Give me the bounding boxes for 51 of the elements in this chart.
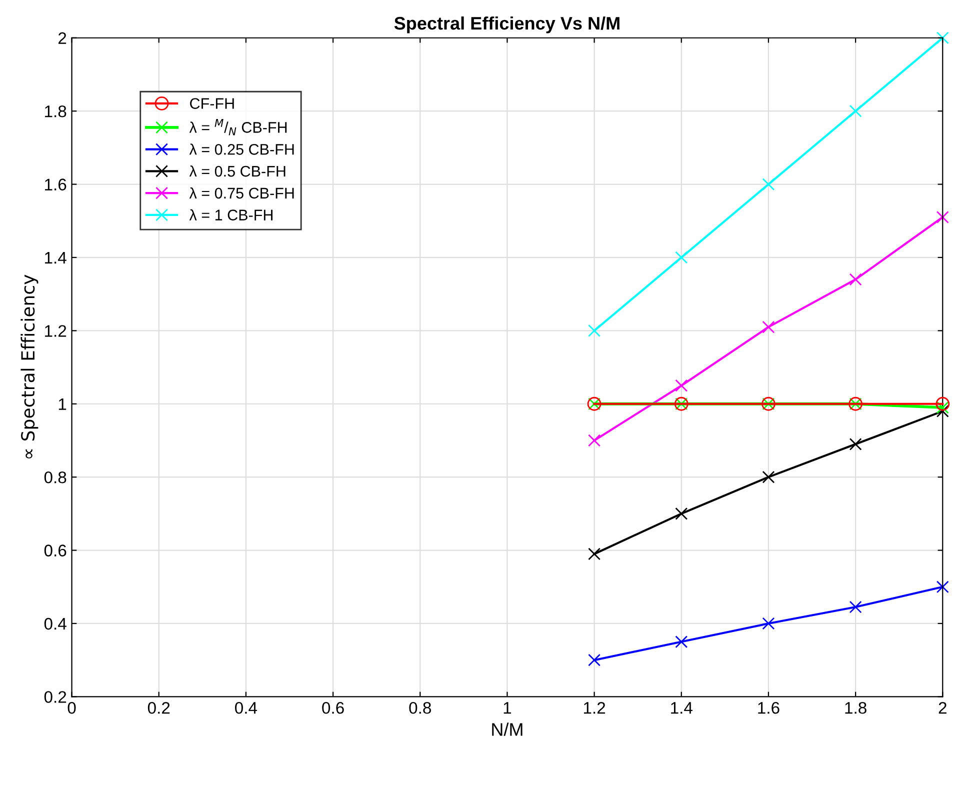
y-tick-label: 1.4	[45, 252, 66, 264]
point	[675, 379, 688, 392]
point	[675, 636, 688, 648]
point	[762, 617, 775, 630]
point	[675, 507, 688, 520]
point	[936, 210, 949, 224]
legend-label: λ = 0.75 CB-FH	[189, 187, 294, 199]
y-tick-label: 1.6	[45, 178, 66, 190]
point	[936, 401, 949, 414]
y-tick-label: 0.4	[44, 618, 66, 630]
point	[849, 104, 862, 118]
y-tick-label: 0.6	[44, 544, 66, 556]
x-tick-label: 0	[68, 702, 76, 714]
point	[762, 470, 775, 484]
x-tick-label: 1.4	[671, 702, 692, 714]
x-tick-label: 0.4	[235, 702, 258, 714]
legend-label: λ = 0.25 CB-FH	[189, 144, 294, 155]
y-tick-label: 2	[58, 32, 66, 44]
x-tick-label: 1	[504, 702, 512, 714]
chart-title: Spectral Efficiency Vs N/M	[394, 16, 620, 34]
y-tick-label: 0.8	[44, 471, 66, 484]
x-tick-label: 0.2	[148, 702, 170, 714]
y-tick-label: 1.2	[45, 325, 66, 337]
point	[588, 324, 601, 337]
x-tick-label: 0.8	[409, 702, 431, 714]
point	[675, 251, 688, 264]
point	[849, 273, 862, 286]
x-axis-title: N/M	[492, 722, 522, 736]
y-tick-label: 0.2	[44, 691, 66, 703]
point	[762, 320, 775, 334]
point	[936, 32, 949, 44]
x-tick-label: 1.2	[584, 702, 606, 714]
point	[588, 548, 601, 560]
point	[849, 438, 862, 450]
legend-label: λ = $^{M}$/$_{N}$ CB-FH	[189, 119, 287, 136]
y-axis-title: ∝ Spectral Efficiency	[20, 274, 38, 458]
x-tick-label: 0.6	[322, 702, 344, 714]
x-tick-label: 1.6	[758, 702, 780, 714]
point	[588, 434, 601, 447]
point	[588, 654, 601, 666]
point	[936, 396, 950, 411]
x-tick-label: 2	[938, 702, 946, 714]
x-tick-label: 1.8	[845, 702, 866, 714]
legend-label: λ = 0.5 CB-FH	[189, 165, 286, 177]
point	[762, 178, 775, 191]
point	[936, 580, 949, 594]
legend-label: λ = 1 CB-FH	[189, 209, 272, 220]
y-tick-label: 1	[58, 398, 66, 410]
legend-label: CF-FH	[190, 98, 234, 109]
y-tick-label: 1.8	[45, 105, 66, 118]
point	[849, 600, 862, 614]
